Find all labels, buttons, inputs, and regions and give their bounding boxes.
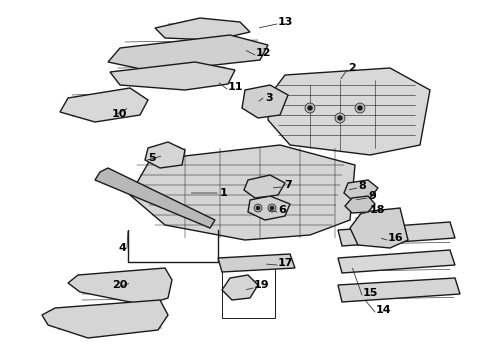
Polygon shape: [68, 268, 172, 305]
Circle shape: [358, 106, 362, 110]
Polygon shape: [222, 275, 258, 300]
Polygon shape: [130, 145, 355, 240]
Text: 11: 11: [228, 82, 244, 92]
Circle shape: [355, 103, 365, 113]
Circle shape: [254, 204, 262, 212]
Circle shape: [270, 207, 273, 210]
Text: 18: 18: [370, 205, 386, 215]
Polygon shape: [110, 62, 235, 90]
Text: 13: 13: [278, 17, 294, 27]
Text: 12: 12: [256, 48, 271, 58]
Text: 1: 1: [220, 188, 228, 198]
Circle shape: [338, 116, 342, 120]
Text: 20: 20: [112, 280, 127, 290]
Text: 7: 7: [284, 180, 292, 190]
Polygon shape: [244, 175, 285, 198]
Polygon shape: [268, 68, 430, 155]
Text: 8: 8: [358, 181, 366, 191]
Polygon shape: [338, 278, 460, 302]
Text: 3: 3: [265, 93, 272, 103]
Polygon shape: [95, 168, 215, 228]
Polygon shape: [155, 18, 250, 40]
Text: 9: 9: [368, 191, 376, 201]
Polygon shape: [345, 196, 375, 213]
Circle shape: [335, 113, 345, 123]
Polygon shape: [248, 196, 290, 220]
Polygon shape: [145, 142, 185, 168]
Polygon shape: [42, 300, 168, 338]
Text: 14: 14: [376, 305, 392, 315]
Text: 16: 16: [388, 233, 404, 243]
Polygon shape: [338, 222, 455, 246]
Text: 4: 4: [118, 243, 126, 253]
Text: 19: 19: [254, 280, 270, 290]
Polygon shape: [344, 180, 378, 200]
Text: 10: 10: [112, 109, 127, 119]
Circle shape: [305, 103, 315, 113]
Text: 17: 17: [278, 258, 294, 268]
Polygon shape: [350, 208, 408, 248]
Text: 2: 2: [348, 63, 356, 73]
Polygon shape: [218, 254, 295, 272]
Polygon shape: [338, 250, 455, 273]
Text: 15: 15: [363, 288, 378, 298]
Polygon shape: [108, 35, 268, 72]
Text: 5: 5: [148, 153, 156, 163]
Text: 6: 6: [278, 205, 286, 215]
Circle shape: [308, 106, 312, 110]
Circle shape: [268, 204, 276, 212]
Polygon shape: [60, 88, 148, 122]
Circle shape: [256, 207, 260, 210]
Polygon shape: [242, 85, 288, 118]
